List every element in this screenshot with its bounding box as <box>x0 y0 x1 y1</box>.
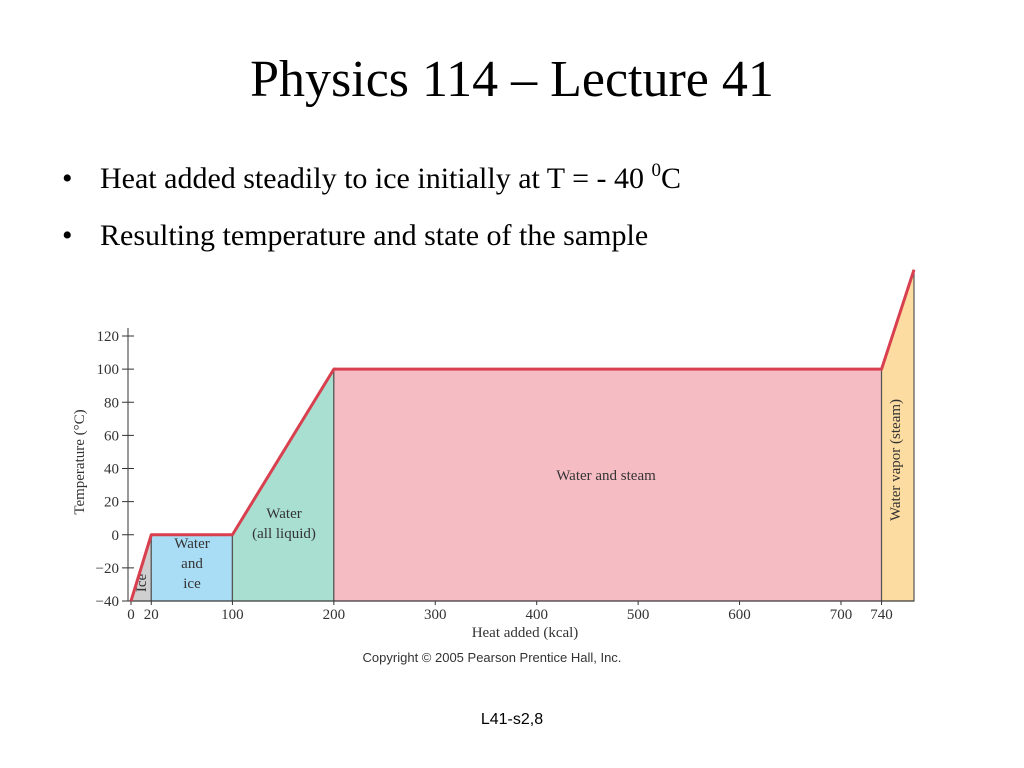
region-label: and <box>181 556 203 572</box>
x-tick-label: 400 <box>525 607 548 623</box>
x-tick-label: 0 <box>127 607 135 623</box>
y-tick-label: −40 <box>96 594 119 610</box>
x-tick-label: 700 <box>830 607 853 623</box>
x-tick-label: 300 <box>424 607 447 623</box>
region-label: Water <box>266 506 301 522</box>
footer: L41-s2,8 <box>481 711 543 728</box>
y-tick-label: 120 <box>97 329 120 345</box>
x-tick-label: 20 <box>144 607 159 623</box>
region-label: Water and steam <box>556 468 656 484</box>
region-label: Water vapor (steam) <box>888 399 904 521</box>
x-axis-label: Heat added (kcal) <box>472 625 579 641</box>
bullet-dot: • <box>62 219 73 252</box>
y-tick-label: −20 <box>96 561 119 577</box>
region <box>333 368 883 602</box>
y-tick-label: 40 <box>104 462 119 478</box>
x-tick-label: 740 <box>870 607 893 623</box>
curve <box>129 269 916 602</box>
bullet-sup: 0 <box>652 160 662 181</box>
bullet-tail: C <box>661 162 681 195</box>
bullet: Heat added steadily to ice initially at … <box>100 160 681 195</box>
region-label: (all liquid) <box>252 526 316 542</box>
bullet: Resulting temperature and state of the s… <box>100 219 648 252</box>
bullet-dot: • <box>62 162 73 195</box>
x-tick-label: 600 <box>728 607 751 623</box>
y-tick-label: 20 <box>104 495 119 511</box>
region-label: Water <box>174 536 209 552</box>
x-tick-label: 500 <box>627 607 650 623</box>
y-tick-label: 100 <box>97 362 120 378</box>
slide-title: Physics 114 – Lecture 41 <box>250 51 774 108</box>
y-tick-label: 0 <box>112 528 120 544</box>
y-tick-label: 60 <box>104 428 119 444</box>
y-tick-label: 80 <box>104 395 119 411</box>
x-tick-label: 200 <box>323 607 346 623</box>
x-tick-label: 100 <box>221 607 244 623</box>
region-label: ice <box>183 576 201 592</box>
copyright: Copyright © 2005 Pearson Prentice Hall, … <box>363 650 622 665</box>
region <box>231 366 335 602</box>
bullet-text: Heat added steadily to ice initially at … <box>100 162 652 195</box>
y-axis-label: Temperature (°C) <box>72 409 88 514</box>
